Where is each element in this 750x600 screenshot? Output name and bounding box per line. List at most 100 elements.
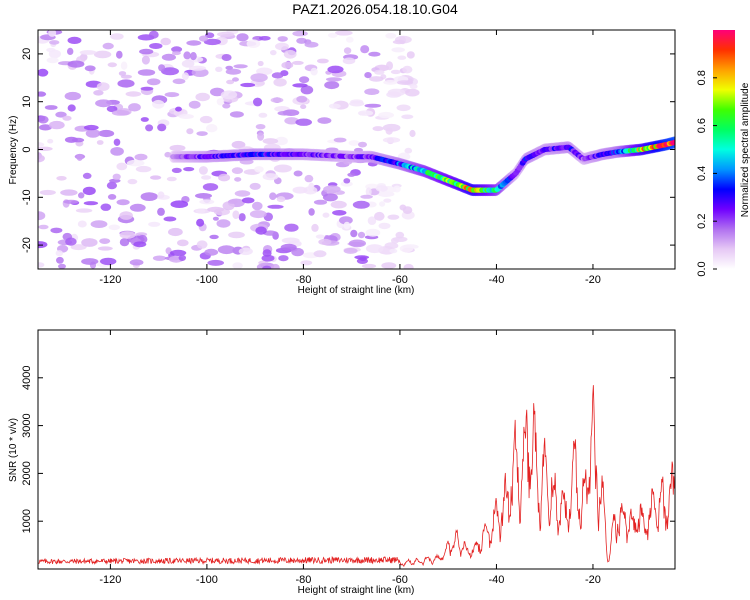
noise-blob [325,77,343,82]
noise-blob [158,64,166,72]
noise-blob [38,115,49,124]
noise-blob [346,36,354,43]
noise-blob [365,187,372,196]
noise-blob [383,198,392,203]
noise-blob [141,55,150,65]
noise-blob [397,55,407,60]
noise-blob [271,263,280,269]
noise-blob [249,182,261,190]
noise-blob [391,47,406,53]
noise-blob [175,106,182,112]
noise-blob [183,167,195,172]
noise-blob [277,36,288,42]
noise-blob [343,178,351,184]
noise-blob [348,239,366,248]
spectrogram-x-axis-label: Height of straight line (km) [298,285,415,296]
y-tick-label: 10 [21,96,33,108]
noise-blob [262,265,272,269]
noise-blob [100,203,112,211]
snr-series-line [38,385,675,567]
x-tick-label: -80 [295,574,311,586]
colorbar-tick-label: 0.2 [696,214,708,229]
y-tick-label: 20 [21,48,33,60]
x-tick-label: -20 [585,274,601,286]
noise-blob [256,67,273,76]
x-tick-label: -120 [99,274,121,286]
noise-blob [393,185,401,193]
noise-blob [78,192,85,199]
noise-blob [308,182,315,192]
noise-blob [215,66,223,73]
noise-blob [387,88,406,97]
noise-blob [255,81,265,86]
noise-blob [118,71,127,76]
x-tick-label: -100 [196,274,218,286]
noise-blob [177,239,189,247]
noise-blob [405,88,420,97]
noise-blob [38,211,46,221]
noise-blob [300,260,313,266]
noise-blob [387,214,400,220]
snr-x-axis-label: Height of straight line (km) [298,585,415,596]
noise-blob [343,247,358,254]
snr-panel: -120 -100 -80 -60 -40 -20 1000 2000 3000 4000 He… [8,329,676,596]
noise-blob [128,103,141,112]
noise-blob [195,92,210,102]
noise-blob [148,30,159,39]
noise-blob [46,57,59,64]
noise-blob [300,85,314,95]
noise-blob [267,204,284,209]
noise-blob [358,141,367,148]
noise-blob [186,128,194,135]
noise-blob [374,69,385,75]
noise-blob [38,124,52,131]
colorbar-bar [713,30,735,269]
noise-blob [169,249,187,256]
noise-blob [332,210,347,216]
noise-blob [96,140,104,145]
noise-blob [333,137,347,143]
noise-blob [234,177,242,182]
noise-blob [308,208,315,216]
noise-blob [317,117,332,124]
ridge-core [671,139,675,145]
noise-blob [396,104,411,112]
noise-blob [406,51,415,59]
noise-blob [365,244,384,254]
noise-blob [251,201,263,211]
noise-blob [99,238,111,245]
noise-blob [38,154,45,163]
noise-blob [283,49,297,59]
noise-blob [148,221,161,227]
noise-blob [93,50,112,59]
noise-blob [55,111,67,118]
noise-blob [269,192,277,200]
noise-blob [327,65,344,74]
noise-blob [100,257,117,266]
noise-blob [323,185,341,194]
noise-blob [238,213,246,222]
noise-blob [199,115,213,124]
noise-blob [102,42,114,50]
noise-blob [206,124,218,133]
noise-blob [168,227,183,237]
noise-blob [56,256,64,264]
noise-blob [311,223,319,232]
noise-blob [258,112,268,118]
spectrogram-x-ticks: -120 -100 -80 -60 -40 -20 [99,30,601,286]
noise-blob [139,48,154,55]
chart-title: PAZ1.2026.054.18.10.G04 [292,1,458,17]
noise-blob [116,50,123,59]
noise-blob [352,200,370,209]
noise-blob [218,173,231,182]
noise-blob [299,76,310,84]
noise-blob [313,199,328,205]
noise-blob [119,211,133,220]
noise-blob [203,38,221,46]
noise-blob [236,33,249,42]
noise-blob [241,197,255,204]
noise-blob [262,173,279,181]
noise-blob [399,204,407,211]
noise-blob [391,237,399,244]
